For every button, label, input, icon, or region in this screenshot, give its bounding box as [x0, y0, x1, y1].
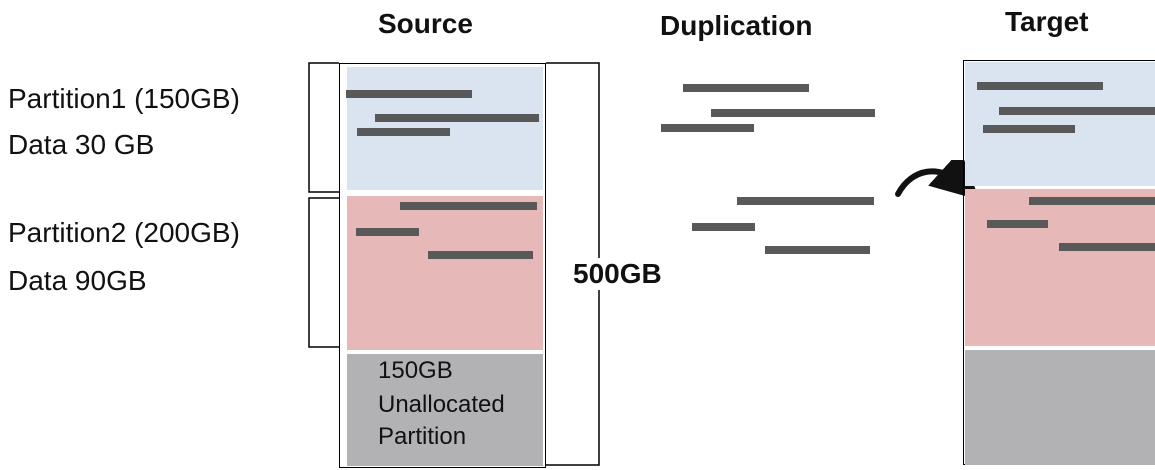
- unallocated-line3: Partition: [378, 423, 467, 450]
- target-data-stroke: [1059, 243, 1155, 251]
- target-data-stroke: [1029, 197, 1155, 205]
- partition-brackets: [308, 62, 339, 348]
- source-partition2: [347, 196, 543, 350]
- disk-size-label: 500GB: [571, 258, 664, 290]
- target-data-stroke: [987, 220, 1048, 228]
- duplication-stroke: [661, 124, 754, 132]
- target-title: Target: [1005, 6, 1089, 37]
- duplication-stroke: [711, 109, 875, 117]
- unallocated-line1: 150GB: [378, 357, 453, 384]
- duplication-stroke: [683, 84, 809, 92]
- duplication-stroke: [737, 197, 874, 205]
- target-partition1: [965, 62, 1155, 186]
- curved-arrow-icon: [895, 160, 980, 201]
- partition1-name: Partition1 (150GB): [8, 83, 240, 114]
- target-data-stroke: [999, 107, 1155, 115]
- source-data-stroke: [357, 128, 450, 136]
- unallocated-line2: Unallocated: [378, 391, 505, 418]
- duplication-stroke: [692, 223, 755, 231]
- source-title: Source: [378, 8, 473, 39]
- source-unallocated: [347, 354, 543, 466]
- source-data-stroke: [346, 90, 472, 98]
- target-partition2: [965, 189, 1155, 346]
- source-disk: [339, 63, 546, 468]
- source-data-stroke: [400, 202, 537, 210]
- target-data-stroke: [983, 125, 1075, 133]
- source-data-stroke: [428, 251, 533, 259]
- duplication-stroke: [765, 246, 870, 254]
- duplication-title: Duplication: [660, 10, 813, 41]
- partition1-data: Data 30 GB: [8, 129, 155, 160]
- source-data-stroke: [356, 228, 419, 236]
- target-unallocated: [965, 350, 1155, 465]
- partition2-data: Data 90GB: [8, 265, 147, 296]
- partition2-name: Partition2 (200GB): [8, 217, 240, 248]
- target-data-stroke: [977, 82, 1103, 90]
- source-data-stroke: [375, 114, 539, 122]
